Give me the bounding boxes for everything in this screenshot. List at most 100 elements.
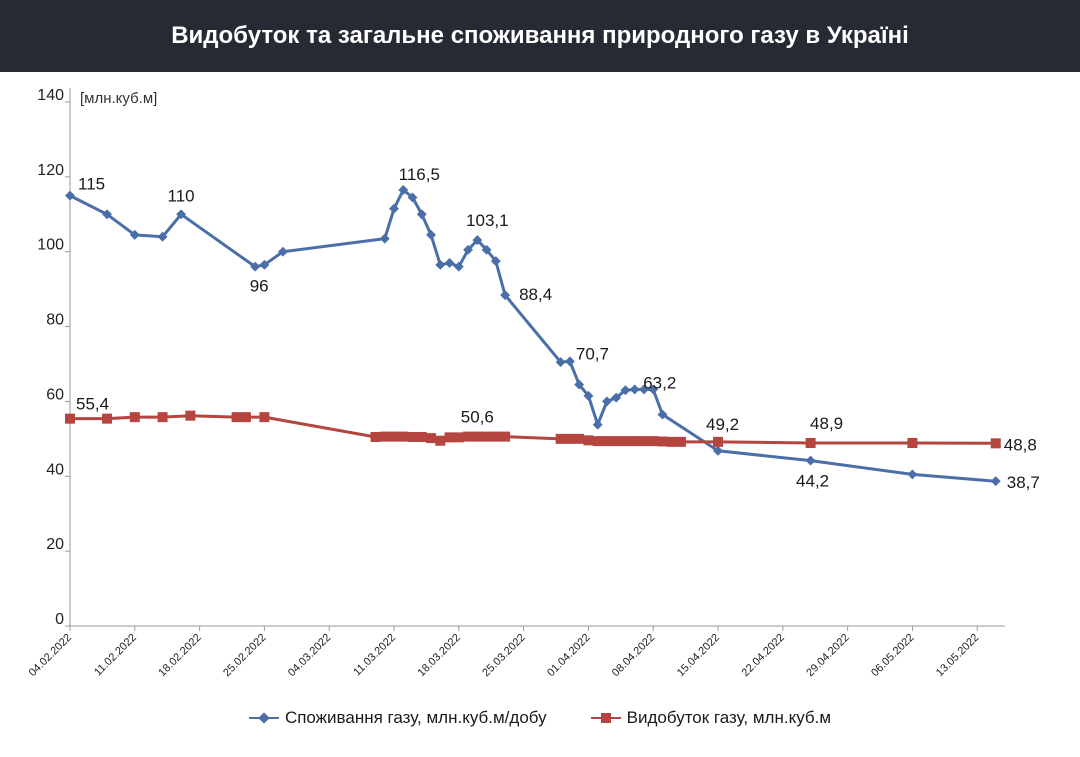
production-point [601, 436, 612, 447]
y-tick-label: 140 [37, 87, 64, 104]
consumption-point [907, 469, 918, 480]
x-tick-label: 18.03.2022 [416, 632, 463, 679]
consumption-point [129, 229, 140, 240]
consumption-point [259, 259, 270, 270]
production-point [675, 436, 686, 447]
x-tick-label: 29.04.2022 [804, 632, 851, 679]
y-tick-label: 100 [37, 237, 64, 254]
consumption-point [574, 379, 585, 390]
data-label: 88,4 [519, 285, 552, 304]
series-layer [65, 185, 1001, 487]
production-point [907, 437, 918, 448]
production-point [611, 436, 622, 447]
square-marker-icon [600, 713, 611, 723]
production-point [240, 412, 251, 423]
legend-label-production: Видобуток газу, млн.куб.м [626, 708, 832, 727]
data-label: 44,2 [796, 472, 829, 491]
production-point [102, 413, 113, 424]
consumption-point [250, 261, 261, 272]
consumption-point [657, 409, 668, 420]
x-tick-label: 01.04.2022 [545, 632, 592, 679]
consumption-point [639, 384, 649, 395]
diamond-marker-icon [258, 712, 270, 724]
consumption-point [555, 357, 566, 368]
consumption-point [444, 257, 455, 268]
production-point [379, 431, 390, 442]
production-point [648, 436, 659, 447]
production-point [592, 436, 603, 447]
consumption-point [416, 209, 427, 220]
consumption-point [592, 419, 603, 430]
production-point [481, 431, 492, 442]
x-tick-label: 15.04.2022 [675, 632, 722, 679]
production-point [407, 431, 418, 442]
production-point [157, 412, 168, 423]
production-point [453, 432, 464, 443]
data-label: 48,9 [810, 414, 843, 433]
production-point [583, 435, 594, 446]
production-point [472, 431, 483, 442]
production-point [389, 431, 400, 442]
x-tick-label: 25.02.2022 [221, 632, 268, 679]
data-label: 49,2 [706, 415, 739, 434]
consumption-point [805, 455, 816, 466]
consumption-point [648, 384, 659, 395]
x-tick-label: 04.02.2022 [27, 632, 74, 679]
production-point [370, 431, 381, 442]
data-label: 103,1 [466, 211, 509, 230]
consumption-point [713, 445, 723, 456]
consumption-point [629, 384, 640, 395]
x-tick-label: 18.02.2022 [156, 632, 203, 679]
y-tick-label: 40 [46, 461, 64, 478]
production-point [805, 437, 816, 448]
x-tick-label: 08.04.2022 [610, 632, 657, 679]
production-point [490, 431, 501, 442]
production-point [666, 436, 677, 447]
x-tick-label: 04.03.2022 [286, 632, 333, 679]
production-point [564, 433, 575, 444]
consumption-point [990, 476, 1001, 487]
consumption-point [379, 233, 390, 244]
consumption-point [463, 244, 474, 255]
production-point [185, 410, 196, 421]
x-tick-label: 11.03.2022 [351, 632, 398, 679]
axes: 0 20 40 60 80 100 120 140 [млн.куб.м] 04.02.2022 1… [27, 87, 1005, 679]
data-labels: 115 110 96 116,5 103,1 88,4 70,7 63,2 44,2 38,7 55… [76, 165, 1040, 492]
x-tick-label: 11.02.2022 [92, 632, 139, 679]
production-point [638, 436, 649, 447]
production-point [426, 433, 437, 444]
production-point [555, 433, 566, 444]
production-point [65, 413, 75, 424]
legend: Споживання газу, млн.куб.м/добу Видобуто… [0, 708, 1080, 728]
y-tick-label: 120 [37, 162, 64, 179]
consumption-point [611, 392, 622, 403]
x-tick-label: 25.03.2022 [480, 632, 527, 679]
consumption-point [583, 390, 594, 401]
x-tick-label: 06.05.2022 [869, 632, 916, 679]
consumption-point [472, 235, 483, 246]
legend-item-consumption: Споживання газу, млн.куб.м/добу [248, 708, 547, 728]
consumption-point [453, 261, 464, 272]
data-label: 70,7 [576, 344, 609, 363]
consumption-point [102, 209, 112, 220]
production-point [629, 436, 640, 447]
title-bar: Видобуток та загальне споживання природн… [0, 0, 1080, 72]
consumption-point [277, 246, 288, 257]
production-point [435, 435, 446, 446]
consumption-point [426, 229, 436, 240]
production-point [129, 412, 140, 423]
y-tick-label: 20 [46, 536, 64, 553]
y-tick-label: 80 [46, 312, 64, 329]
consumption-point [601, 396, 612, 407]
x-tick-label: 22.04.2022 [740, 632, 787, 679]
data-label: 110 [168, 186, 195, 205]
data-label: 38,7 [1007, 473, 1040, 492]
consumption-point [564, 356, 575, 367]
consumption-point [490, 256, 501, 267]
consumption-point [157, 231, 168, 242]
y-tick-label: 0 [55, 611, 64, 628]
consumption-point [176, 209, 187, 220]
y-unit-label: [млн.куб.м] [80, 90, 157, 107]
data-label: 116,5 [399, 165, 440, 184]
data-label: 96 [250, 277, 269, 296]
